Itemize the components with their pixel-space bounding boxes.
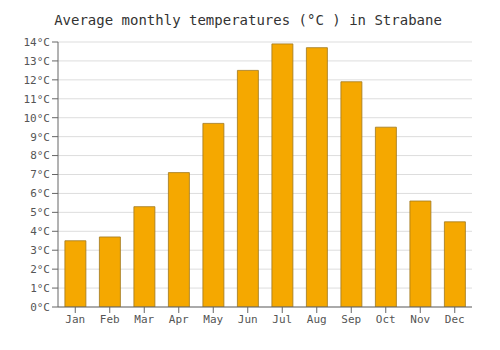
svg-text:8°C: 8°C (30, 149, 50, 162)
svg-text:4°C: 4°C (30, 225, 50, 238)
svg-text:Apr: Apr (169, 313, 189, 326)
svg-text:1°C: 1°C (30, 282, 50, 295)
svg-text:13°C: 13°C (24, 55, 51, 68)
svg-text:Jan: Jan (65, 313, 85, 326)
svg-text:Jun: Jun (238, 313, 258, 326)
svg-text:12°C: 12°C (24, 74, 51, 87)
svg-text:May: May (203, 313, 223, 326)
svg-text:14°C: 14°C (24, 36, 51, 49)
svg-text:9°C: 9°C (30, 131, 50, 144)
html-text:Average monthly temperatures (: Average monthly temperatures (°C ) in St… (54, 12, 442, 28)
svg-text:Dec: Dec (445, 313, 465, 326)
svg-text:11°C: 11°C (24, 93, 51, 106)
svg-text:10°C: 10°C (24, 112, 51, 125)
svg-text:Jul: Jul (272, 313, 292, 326)
svg-text:Sep: Sep (341, 313, 361, 326)
svg-text:7°C: 7°C (30, 168, 50, 181)
svg-text:Mar: Mar (134, 313, 154, 326)
svg-text:Feb: Feb (100, 313, 120, 326)
svg-text:2°C: 2°C (30, 263, 50, 276)
svg-text:6°C: 6°C (30, 187, 50, 200)
svg-text:3°C: 3°C (30, 244, 50, 257)
svg-text:Aug: Aug (307, 313, 327, 326)
svg-text:Nov: Nov (410, 313, 430, 326)
svg-text:Oct: Oct (376, 313, 396, 326)
svg-text:5°C: 5°C (30, 206, 50, 219)
svg-text:0°C: 0°C (30, 301, 50, 314)
